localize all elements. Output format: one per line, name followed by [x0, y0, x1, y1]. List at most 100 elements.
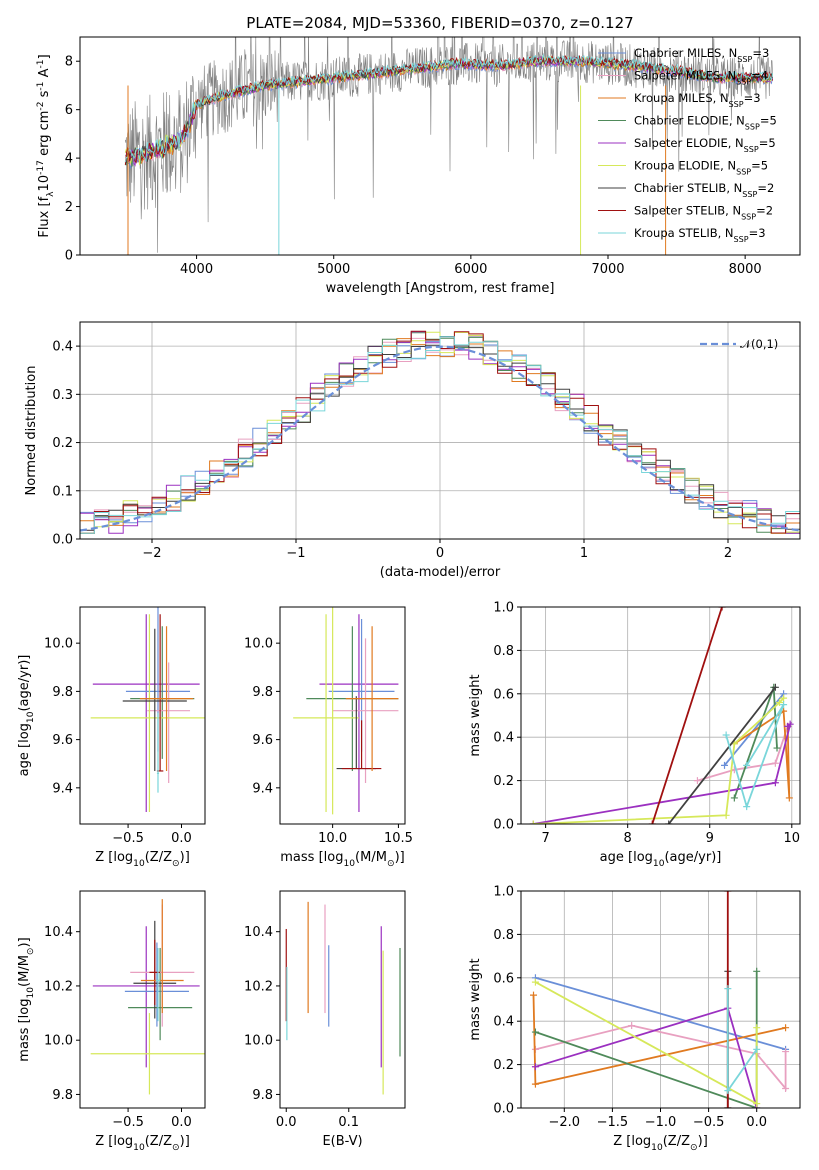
histogram-plot-area [80, 330, 800, 539]
x-tick-label: 8 [624, 831, 632, 846]
mass-weight-marker [784, 722, 792, 730]
legend-label-6: Chabrier STELIB, NSSP=2 [634, 181, 774, 199]
mass-weight-line-4 [535, 1007, 758, 1108]
mass-weight-plot-area [530, 891, 790, 1108]
y-axis-label: Flux [fλ10-17 erg cm-2 s-1 A-1] [36, 54, 56, 237]
x-tick-label: −1 [286, 546, 305, 561]
x-tick-label: 6000 [454, 262, 487, 277]
y-tick-label: 0.3 [52, 388, 73, 403]
x-tick-label: −2.0 [549, 1115, 581, 1130]
legend-label-5: Kroupa ELODIE, NSSP=5 [634, 159, 768, 177]
x-axis-label: age [log10(age/yr)] [600, 850, 722, 869]
y-tick-label: 10.2 [44, 979, 73, 994]
y-tick-label: 10.0 [244, 1034, 273, 1049]
mass-weight-marker [628, 1022, 636, 1030]
y-tick-label: 9.6 [252, 733, 273, 748]
x-tick-label: −0.5 [112, 1115, 144, 1130]
spectrum-plot-area [124, 37, 774, 255]
mass-weight-marker [724, 985, 732, 993]
mass-weight-marker [665, 820, 673, 824]
x-tick-label: 0.0 [746, 1115, 767, 1130]
y-tick-label: 0.1 [52, 484, 73, 499]
x-tick-label: 2 [724, 546, 732, 561]
x-tick-label: 0.0 [171, 1115, 192, 1130]
mass-vs-z-panel: −0.5 0.0 9.8 10.0 10.2 10.4 Z [log10(Z/Z⊙)] mas… [17, 890, 206, 1153]
y-tick-label: 0.4 [493, 731, 514, 746]
errorbar-plot-area [293, 607, 399, 815]
x-tick-label: 4000 [180, 262, 213, 277]
model-spectrum-5 [124, 55, 774, 166]
histogram-panel: −2 −1 0 1 2 0.0 0.1 0.2 0.3 0.4 (data-model)/error… [24, 321, 801, 580]
y-tick-label: 9.6 [52, 733, 73, 748]
y-tick-label: 10.2 [244, 979, 273, 994]
mass-weight-marker [530, 991, 538, 999]
x-tick-label: 0.0 [171, 831, 192, 846]
mass-weight-marker [718, 607, 726, 611]
mass-weight-vs-z-panel: −2.0 −1.5 −1.0 −0.5 0.0 0.0 0.2 0.4 0.6 0.8 1.0 Z [… [468, 885, 801, 1153]
x-tick-label: 10.0 [318, 831, 347, 846]
mass-weight-marker [531, 1080, 539, 1088]
legend-label-3: Chabrier ELODIE, NSSP=5 [634, 114, 777, 132]
mass-weight-marker [531, 1063, 539, 1071]
y-tick-label: 0.8 [493, 644, 514, 659]
axes-frame [520, 890, 801, 1109]
mass-weight-plot-area [529, 607, 794, 824]
y-tick-label: 8 [65, 55, 73, 70]
y-tick-label: 10.4 [244, 925, 273, 940]
y-tick-label: 0.4 [52, 340, 73, 355]
mass-weight-marker [771, 759, 779, 767]
y-tick-label: 2 [65, 200, 73, 215]
mass-weight-marker [780, 694, 788, 702]
mass-weight-marker [782, 1024, 790, 1032]
axes-frame [279, 890, 406, 1109]
x-axis-label: Z [log10(Z/Z⊙)] [95, 850, 190, 869]
y-tick-label: 9.4 [52, 781, 73, 796]
errorbar-plot-area [90, 607, 205, 812]
mass-weight-marker [743, 761, 751, 769]
y-tick-label: 10.4 [44, 925, 73, 940]
x-tick-label: 10 [784, 831, 801, 846]
y-tick-label: 9.8 [252, 685, 273, 700]
spectrum-panel: 4000 5000 6000 7000 8000 0 2 4 6 8 wavelength [Ang… [36, 36, 801, 296]
y-tick-label: 0.0 [52, 533, 73, 548]
x-tick-label: −0.5 [112, 831, 144, 846]
y-tick-label: 10.0 [44, 637, 73, 652]
axes-frame [79, 321, 801, 540]
y-axis-label: mass [log10(M/M⊙)] [17, 937, 36, 1061]
legend-label-8: Kroupa STELIB, NSSP=3 [634, 226, 766, 244]
mass-weight-marker [730, 794, 738, 802]
x-tick-label: 8000 [729, 262, 762, 277]
mass-weight-marker [722, 811, 730, 819]
x-tick-label: 7 [541, 831, 549, 846]
x-axis-label: E(B-V) [322, 1134, 362, 1149]
y-tick-label: 0.0 [493, 1102, 514, 1117]
x-tick-label: 0.0 [276, 1115, 297, 1130]
legend-label-2: Kroupa MILES, NSSP=3 [634, 91, 761, 109]
x-axis-label: (data-model)/error [380, 565, 501, 580]
y-axis-label: mass weight [468, 674, 483, 756]
axes-frame [520, 606, 801, 825]
mass-weight-marker [531, 1028, 539, 1036]
x-axis-label: Z [log10(Z/Z⊙)] [613, 1134, 708, 1153]
axes-frame [79, 606, 206, 825]
y-tick-label: 6 [65, 103, 73, 118]
legend-label-7: Salpeter STELIB, NSSP=2 [634, 204, 773, 222]
y-tick-label: 0 [65, 249, 73, 264]
mass-weight-marker [785, 794, 793, 802]
mass-weight-marker [771, 683, 779, 691]
mass-weight-vs-age-panel: 7 8 9 10 0.0 0.2 0.4 0.6 0.8 1.0 age [log10(age/yr… [468, 601, 801, 869]
mass-weight-marker [724, 891, 732, 895]
mass-weight-marker [782, 1048, 790, 1056]
y-axis-label: Normed distribution [24, 366, 39, 496]
x-tick-label: 7000 [591, 262, 624, 277]
mass-weight-marker [780, 701, 788, 709]
model-spectrum-8 [124, 53, 774, 163]
x-tick-label: −2 [142, 546, 161, 561]
y-tick-label: 9.4 [252, 781, 273, 796]
y-axis-label: age [log10(age/yr)] [17, 655, 36, 777]
mass-weight-line-4 [533, 721, 792, 824]
y-tick-label: 0.8 [493, 928, 514, 943]
x-tick-label: 10.5 [384, 831, 413, 846]
mass-weight-line-6 [667, 686, 777, 824]
mass-weight-line-0 [723, 693, 785, 766]
